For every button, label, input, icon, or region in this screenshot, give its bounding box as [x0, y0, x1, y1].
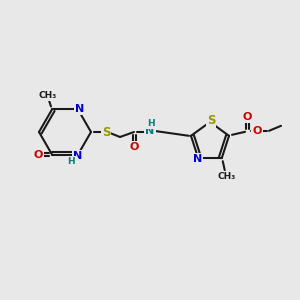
Text: H: H — [147, 119, 155, 128]
Text: CH₃: CH₃ — [39, 91, 57, 100]
Text: N: N — [146, 126, 154, 136]
Text: S: S — [207, 115, 215, 128]
Text: S: S — [102, 125, 110, 139]
Text: N: N — [75, 104, 85, 115]
Text: H: H — [67, 157, 75, 166]
Text: N: N — [74, 151, 82, 160]
Text: O: O — [252, 126, 262, 136]
Text: O: O — [33, 149, 43, 160]
Text: O: O — [129, 142, 139, 152]
Text: O: O — [242, 112, 252, 122]
Text: CH₃: CH₃ — [218, 172, 236, 181]
Text: N: N — [193, 154, 202, 164]
